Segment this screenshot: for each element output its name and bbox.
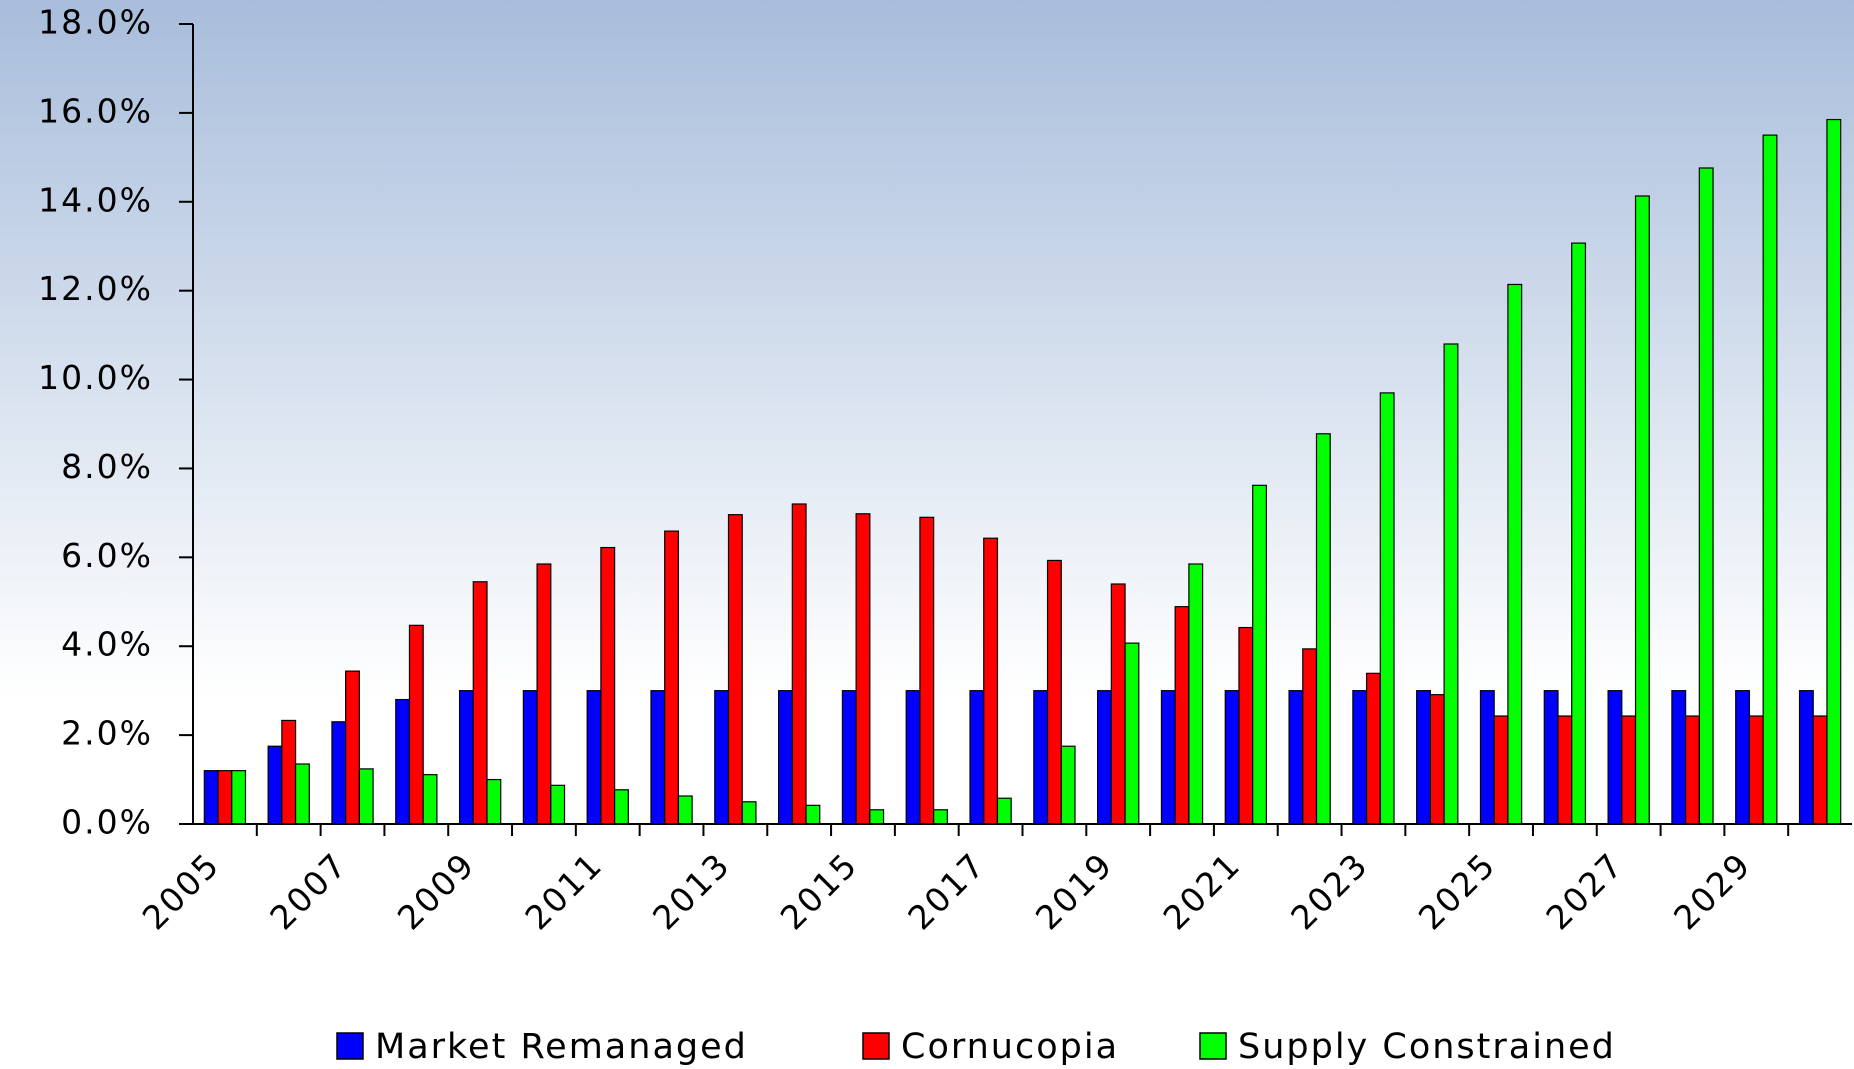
bar: [550, 784, 566, 825]
bar: [486, 778, 502, 825]
bar: [267, 745, 283, 825]
bar: [1188, 563, 1204, 825]
bar: [919, 516, 935, 825]
bar: [1479, 690, 1495, 825]
bar: [1634, 195, 1650, 825]
bar: [1315, 433, 1331, 825]
bar: [805, 804, 821, 825]
y-tick-label: 6.0%: [61, 536, 153, 575]
bar: [358, 768, 374, 825]
y-tick-label: 16.0%: [38, 91, 153, 130]
bar: [664, 530, 680, 825]
bar: [714, 690, 730, 825]
bar: [1238, 626, 1254, 825]
bar: [677, 795, 693, 825]
bar: [472, 581, 488, 825]
bar: [203, 770, 219, 825]
bar: [741, 801, 757, 825]
bar: [408, 624, 424, 825]
bar: [1748, 715, 1764, 825]
bar: [1174, 606, 1190, 825]
y-tick-label: 0.0%: [61, 803, 153, 842]
bar: [1685, 715, 1700, 825]
bar: [983, 537, 999, 825]
y-tick-label: 10.0%: [38, 358, 153, 397]
bar: [281, 719, 297, 825]
legend-swatch: [336, 1032, 364, 1060]
bar: [345, 670, 360, 825]
bar: [933, 809, 948, 825]
bar: [1812, 715, 1828, 825]
bar: [841, 690, 857, 825]
bar: [650, 690, 666, 825]
bar: [1493, 715, 1509, 825]
y-tick-label: 12.0%: [38, 269, 153, 308]
legend-swatch: [1199, 1032, 1227, 1060]
bar: [1429, 694, 1445, 825]
bar: [1762, 134, 1778, 825]
bar: [1416, 690, 1431, 825]
bar: [1671, 690, 1687, 825]
bar: [1826, 118, 1842, 825]
bar: [1046, 559, 1062, 825]
bar: [855, 513, 871, 825]
bar: [1252, 484, 1268, 825]
bar: [727, 514, 743, 825]
bar: [1571, 242, 1587, 825]
legend-swatch: [862, 1032, 890, 1060]
bar: [905, 690, 921, 825]
bar: [422, 774, 438, 825]
bar: [791, 503, 807, 825]
y-tick-label: 2.0%: [61, 714, 153, 753]
bar: [217, 770, 233, 825]
bar: [600, 546, 616, 825]
bar: [522, 690, 538, 825]
y-tick-label: 4.0%: [61, 625, 153, 664]
legend-label: Cornucopia: [901, 1027, 1119, 1067]
bar: [1507, 283, 1523, 825]
bar: [1621, 715, 1637, 825]
bar: [1224, 690, 1240, 825]
bar: [1798, 690, 1814, 825]
bar: [1124, 642, 1140, 825]
bar: [231, 770, 247, 825]
bar: [536, 563, 552, 825]
bar: [294, 763, 310, 825]
bar: [1160, 690, 1176, 825]
bar: [1379, 392, 1395, 825]
bar: [1302, 648, 1318, 825]
bar: [1698, 167, 1714, 825]
bar: [1443, 343, 1459, 825]
y-tick-label: 18.0%: [38, 3, 153, 42]
bar: [1365, 672, 1381, 825]
bar: [1607, 690, 1623, 825]
bar: [1735, 690, 1751, 825]
legend-label: Supply Constrained: [1238, 1027, 1616, 1067]
bar: [331, 721, 347, 825]
bar: [1097, 690, 1112, 825]
y-tick-label: 8.0%: [61, 447, 153, 486]
bar: [1060, 745, 1076, 825]
bar: [969, 690, 985, 825]
bar: [614, 789, 629, 825]
bar: [777, 690, 793, 825]
bar: [1288, 690, 1304, 825]
bar: [1557, 715, 1573, 825]
bar: [586, 690, 602, 825]
bar: [1033, 690, 1049, 825]
bar: [395, 698, 411, 825]
bar: [1543, 690, 1559, 825]
bar: [996, 797, 1012, 825]
y-tick-label: 14.0%: [38, 180, 153, 219]
bar: [1110, 583, 1126, 825]
bar: [1352, 690, 1368, 825]
bar: [458, 690, 474, 825]
bar: [869, 809, 885, 825]
legend-label: Market Remanaged: [375, 1027, 748, 1067]
